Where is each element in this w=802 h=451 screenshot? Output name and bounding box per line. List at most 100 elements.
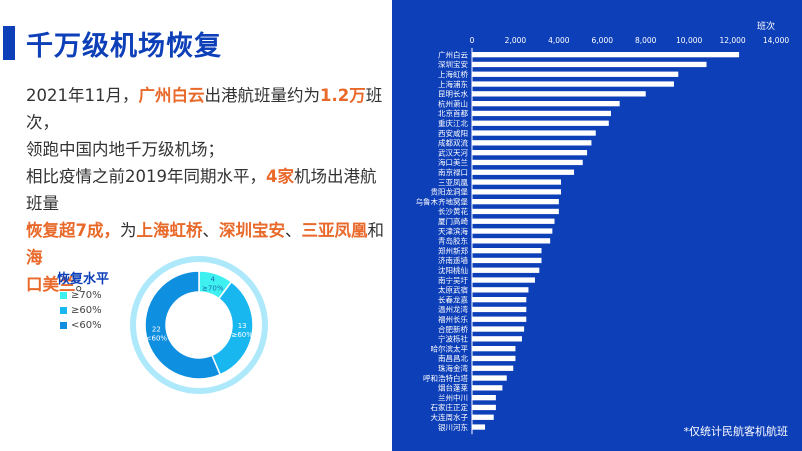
bar	[472, 61, 707, 68]
axis-unit-label: 班次	[757, 20, 775, 32]
donut-outer-ring	[130, 256, 268, 394]
departures-bar-chart: 0 2,000 4,000 6,000 8,000 10,000 12,000 14,000 班…	[416, 20, 789, 435]
bar	[472, 130, 596, 136]
bar	[472, 159, 583, 166]
bar	[472, 238, 551, 244]
category-label: 重庆江北	[438, 118, 468, 128]
paragraph-line: 恢复超7成，为上海虹桥、深圳宝安、三亚凤凰和海	[26, 217, 386, 271]
category-label: 乌鲁木齐地窝堡	[416, 196, 469, 206]
category-label: 上海虹桥	[438, 69, 468, 79]
category-label: 郑州新郑	[438, 245, 468, 255]
bar	[472, 81, 674, 87]
highlight-text: 上海虹桥	[136, 221, 203, 240]
category-label: 武汉天河	[438, 147, 468, 157]
category-label: 银川河东	[438, 422, 468, 432]
x-tick-label: 14,000	[763, 36, 789, 45]
donut-slice-count: 13	[238, 322, 247, 330]
x-tick-label: 4,000	[548, 36, 570, 45]
bar	[472, 395, 496, 401]
category-label: 北京首都	[438, 108, 468, 118]
donut-legend-title: 恢复水平	[57, 272, 110, 287]
body-text: 班次，	[26, 86, 383, 132]
x-tick-label: 6,000	[592, 36, 614, 45]
highlight-text: 1.2万	[320, 86, 366, 105]
category-label: 烟台蓬莱	[438, 383, 468, 393]
body-text: 机场出港航班量	[26, 167, 377, 213]
category-label: 南宁吴圩	[438, 275, 468, 285]
legend-item-ge60: ≥60%	[60, 305, 102, 316]
highlight-text: 深圳宝安	[218, 221, 285, 240]
page-title: 千万级机场恢复	[26, 31, 222, 62]
bar	[472, 110, 611, 117]
bar	[472, 346, 516, 352]
bar	[472, 248, 542, 254]
body-text: 出港航班量约为	[204, 86, 321, 105]
paragraph-line: 相比疫情之前2019年同期水平，4家机场出港航班量	[26, 163, 386, 217]
donut-slice	[144, 270, 222, 380]
donut-slice-count: 4	[211, 276, 216, 284]
body-text: 和	[367, 221, 384, 240]
bar	[472, 336, 522, 342]
legend-label: ≥70%	[71, 290, 102, 301]
category-label: 合肥新桥	[438, 324, 468, 334]
category-label: 上海浦东	[438, 79, 468, 89]
bar	[472, 375, 507, 381]
body-text: 、	[202, 221, 219, 240]
category-label: 南昌昌北	[438, 353, 468, 363]
category-label: 杭州萧山	[438, 98, 468, 108]
category-label: 哈尔滨太平	[431, 343, 469, 353]
x-tick-label: 2,000	[505, 36, 527, 45]
bar	[472, 287, 529, 293]
legend-swatch	[60, 292, 67, 299]
donut-slice-count: 22	[152, 326, 161, 334]
bar	[472, 169, 575, 175]
bar	[472, 267, 540, 273]
highlight-text: 海	[26, 248, 43, 267]
highlight-text: 口美兰	[26, 275, 76, 294]
bar	[472, 140, 592, 146]
summary-paragraph: 2021年11月，广州白云出港航班量约为1.2万班次， 领跑中国内地千万级机场； 相…	[26, 82, 386, 298]
bar	[472, 424, 486, 430]
category-label: 天津滨海	[438, 226, 468, 236]
legend-swatch	[60, 307, 67, 314]
category-label: 兰州中川	[438, 392, 468, 402]
recovery-donut-chart: 4≥70% 13≥60% 22<60%	[130, 256, 268, 394]
x-tick-label: 8,000	[635, 36, 657, 45]
category-label: 温州龙湾	[438, 304, 468, 314]
category-label: 海口美兰	[438, 157, 468, 167]
bar	[472, 91, 646, 97]
highlight-text: 恢复超7成，	[26, 221, 120, 240]
category-label: 南京禄口	[438, 167, 468, 177]
category-label: 呼和浩特白塔	[423, 373, 468, 383]
x-tick-label: 12,000	[719, 36, 745, 45]
bar	[472, 297, 527, 303]
category-label: 长沙黄花	[438, 206, 468, 216]
category-label: 沈阳桃仙	[438, 265, 468, 275]
bar	[472, 71, 679, 77]
bar	[472, 385, 503, 391]
paragraph-line: 口美兰。	[26, 271, 386, 298]
bar	[472, 150, 588, 156]
highlight-text: 广州白云	[138, 86, 205, 105]
body-text: 、	[284, 221, 302, 240]
bar	[472, 306, 527, 313]
paragraph-line: 2021年11月，广州白云出港航班量约为1.2万班次，	[26, 82, 386, 136]
highlight-text: 4家	[266, 167, 294, 186]
bar	[472, 208, 559, 215]
donut-slice-label: <60%	[146, 335, 168, 343]
body-text: 相比疫情之前2019年同期水平，	[26, 167, 266, 186]
paragraph-line: 领跑中国内地千万级机场；	[26, 136, 386, 163]
bar	[472, 52, 740, 58]
category-label: 青岛胶东	[438, 236, 468, 246]
bar	[472, 257, 542, 264]
category-label: 珠海金湾	[438, 363, 468, 373]
category-label: 成都双流	[438, 138, 468, 148]
highlight-text: 三亚凤凰	[301, 221, 368, 240]
bar	[472, 101, 620, 107]
donut-slice-label: ≥70%	[202, 285, 224, 293]
category-label: 厦门高崎	[438, 216, 468, 226]
bar	[472, 365, 514, 371]
bar	[472, 277, 535, 283]
bar	[472, 355, 516, 362]
category-label: 大连周水子	[431, 412, 469, 422]
